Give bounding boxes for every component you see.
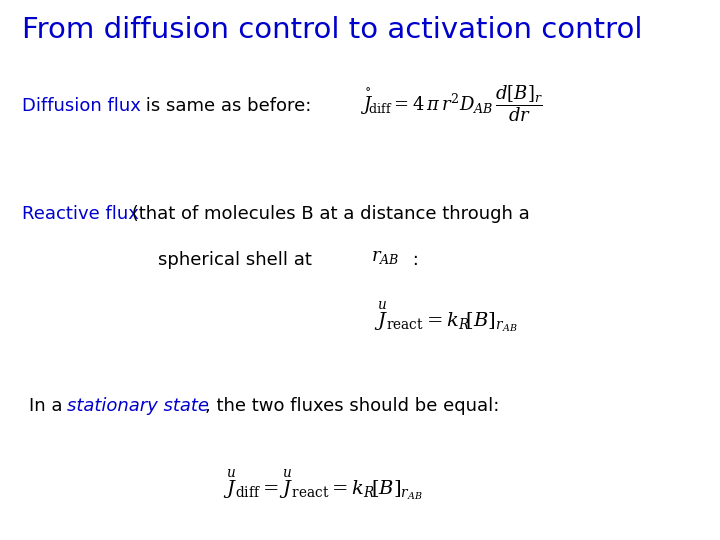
Text: Reactive flux: Reactive flux	[22, 205, 138, 223]
Text: spherical shell at: spherical shell at	[158, 251, 318, 269]
Text: :: :	[407, 251, 418, 269]
Text: Diffusion flux: Diffusion flux	[22, 97, 140, 115]
Text: is same as before:: is same as before:	[140, 97, 312, 115]
Text: stationary state: stationary state	[67, 397, 209, 415]
Text: $r_{AB}$: $r_{AB}$	[371, 248, 399, 266]
Text: , the two fluxes should be equal:: , the two fluxes should be equal:	[205, 397, 500, 415]
Text: $\overset{u}{J}_{\mathrm{diff}} = \overset{u}{J}_{\mathrm{react}} = k_R\![B]_{r_: $\overset{u}{J}_{\mathrm{diff}} = \overs…	[223, 467, 423, 503]
Text: (that of molecules B at a distance through a: (that of molecules B at a distance throu…	[126, 205, 530, 223]
Text: $\overset{u}{J}_{\mathrm{react}} = k_R\![B]_{r_{AB}}$: $\overset{u}{J}_{\mathrm{react}} = k_R\!…	[374, 300, 518, 335]
Text: From diffusion control to activation control: From diffusion control to activation con…	[22, 16, 642, 44]
Text: In a: In a	[29, 397, 68, 415]
Text: $\overset{\circ}{J}_{\!\mathrm{diff}} = 4\,\pi\, r^2 D_{AB}\,\dfrac{d[B]_r}{dr}$: $\overset{\circ}{J}_{\!\mathrm{diff}} = …	[360, 84, 543, 124]
